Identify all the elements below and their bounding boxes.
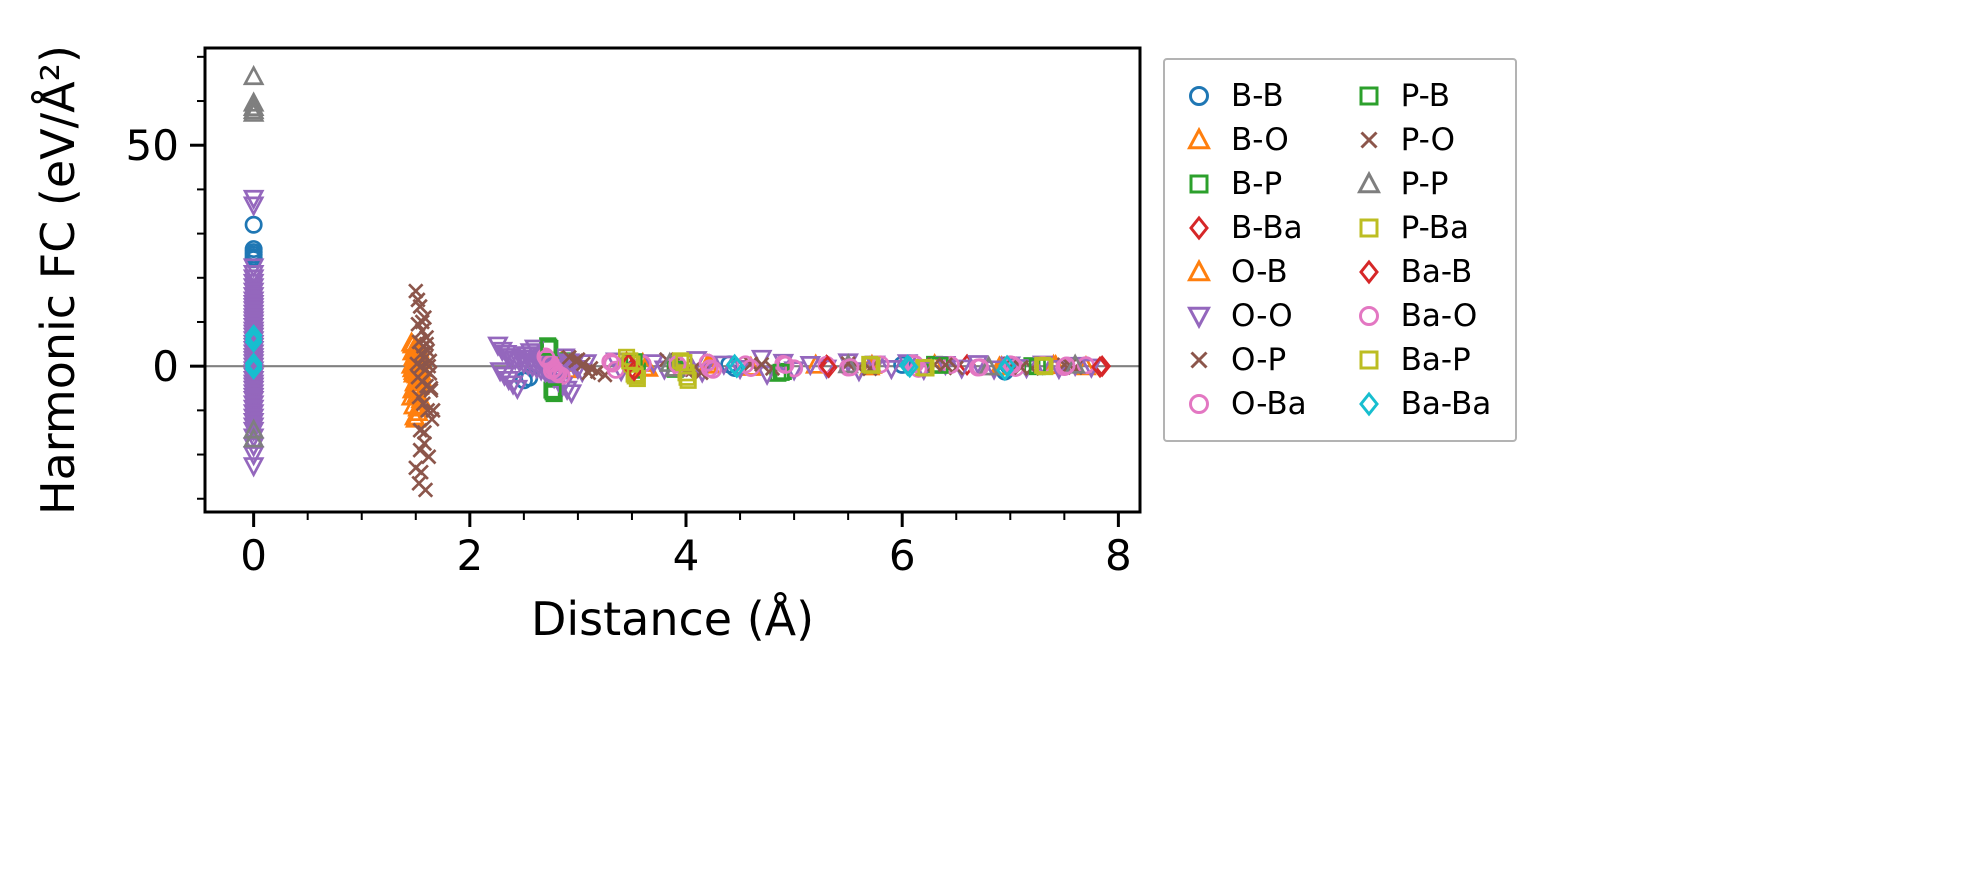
legend-item-B-O: B-O (1183, 118, 1307, 162)
legend-label: Ba-B (1400, 253, 1473, 290)
series-Ba-O (537, 349, 1076, 384)
x-tick-label: 0 (240, 531, 267, 580)
legend-label: O-B (1231, 253, 1288, 290)
legend-marker-P-P-icon (1356, 170, 1381, 194)
legend-label: P-O (1400, 121, 1456, 158)
y-axis-ticks: 0 50 (126, 55, 205, 500)
x-axis-label: Distance (Å) (530, 592, 815, 646)
legend-marker-O-B-icon (1186, 258, 1212, 282)
legend-column: B-B B-O B-P B-Ba O-B O-O O-P O-Ba (1183, 74, 1307, 426)
legend-label: O-P (1231, 341, 1287, 378)
x-tick-label: 2 (456, 531, 483, 580)
series-O-O (242, 189, 1103, 478)
legend-label: B-B (1231, 77, 1284, 114)
legend-item-Ba-Ba: Ba-Ba (1353, 382, 1492, 426)
legend-marker-Ba-Ba-icon (1358, 391, 1379, 417)
legend-item-Ba-P: Ba-P (1353, 338, 1492, 382)
legend-marker-P-O-icon (1360, 131, 1378, 149)
legend-item-P-O: P-O (1353, 118, 1492, 162)
x-axis-ticks: 0 2 4 6 8 (240, 512, 1132, 580)
legend-item-P-Ba: P-Ba (1353, 206, 1492, 250)
legend-item-O-P: O-P (1183, 338, 1307, 382)
series-P-P (242, 64, 1086, 448)
legend-label: Ba-O (1400, 297, 1478, 334)
legend-marker-Ba-O-icon (1358, 306, 1379, 326)
legend-label: P-B (1400, 77, 1450, 114)
legend-marker-O-O-icon (1186, 306, 1212, 330)
y-tick-label: 50 (126, 121, 179, 170)
legend-item-O-O: O-O (1183, 294, 1307, 338)
legend-box: B-B B-O B-P B-Ba O-B O-O O-P O-Ba P-B P-O P-P P-Ba B… (1163, 58, 1518, 442)
legend-label: O-Ba (1231, 385, 1307, 422)
legend-item-P-P: P-P (1353, 162, 1492, 206)
legend-label: P-Ba (1400, 209, 1469, 246)
legend-marker-P-B-icon (1359, 86, 1379, 106)
legend-label: Ba-Ba (1400, 385, 1492, 422)
legend-marker-B-B-icon (1189, 86, 1209, 106)
legend-column: P-B P-O P-P P-Ba Ba-B Ba-O Ba-P Ba-Ba (1353, 74, 1492, 426)
legend-marker-B-P-icon (1189, 174, 1209, 194)
legend-marker-Ba-B-icon (1358, 259, 1379, 285)
legend-item-B-Ba: B-Ba (1183, 206, 1307, 250)
series-Ba-P (621, 352, 1054, 386)
legend-item-O-Ba: O-Ba (1183, 382, 1307, 426)
legend-item-Ba-O: Ba-O (1353, 294, 1492, 338)
legend-item-O-B: O-B (1183, 250, 1307, 294)
legend-marker-O-Ba-icon (1189, 394, 1209, 414)
y-tick-label: 0 (152, 342, 179, 391)
x-tick-label: 4 (673, 531, 700, 580)
series-P-O (408, 292, 1078, 491)
plot-frame (203, 46, 1142, 514)
legend-marker-B-O-icon (1186, 126, 1212, 150)
legend-label: B-Ba (1231, 209, 1303, 246)
x-tick-label: 6 (889, 531, 916, 580)
legend-item-Ba-B: Ba-B (1353, 250, 1492, 294)
legend-item-P-B: P-B (1353, 74, 1492, 118)
legend-label: B-P (1231, 165, 1283, 202)
legend-label: B-O (1231, 121, 1289, 158)
y-axis-label: Harmonic FC (eV/Å²) (31, 45, 85, 515)
legend-item-B-P: B-P (1183, 162, 1307, 206)
legend-label: O-O (1231, 297, 1293, 334)
series-O-P (408, 283, 1083, 498)
legend-marker-P-Ba-icon (1359, 218, 1379, 238)
legend-label: P-P (1400, 165, 1449, 202)
legend-item-B-B: B-B (1183, 74, 1307, 118)
legend-marker-Ba-P-icon (1359, 350, 1379, 370)
legend-marker-B-Ba-icon (1189, 215, 1209, 241)
legend-marker-O-P-icon (1190, 351, 1208, 369)
series-Ba-Ba (244, 324, 1016, 382)
x-tick-label: 8 (1105, 531, 1132, 580)
legend-label: Ba-P (1400, 341, 1471, 378)
